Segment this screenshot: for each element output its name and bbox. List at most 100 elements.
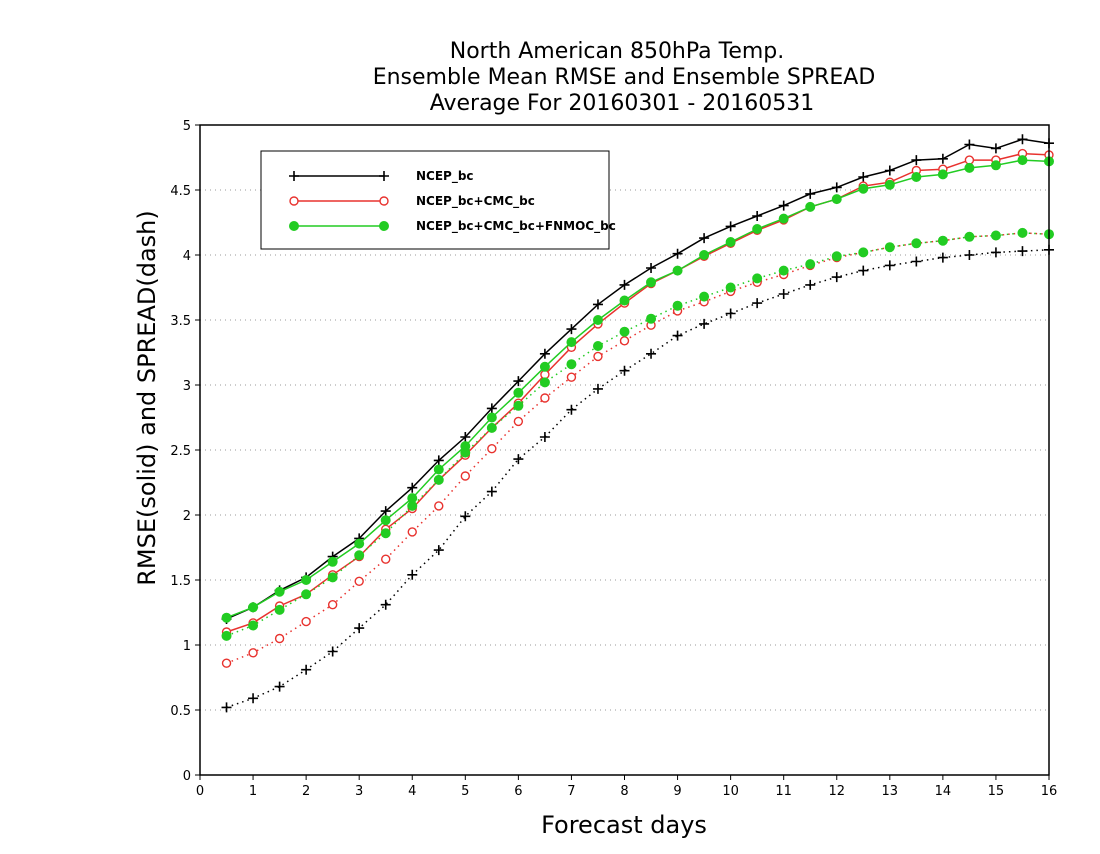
ncep-cmc-fnmoc-rmse-point (354, 538, 365, 549)
ncep-cmc-fnmoc-rmse-point (592, 315, 603, 325)
ncep-bc-spread-point (964, 250, 975, 260)
ncep-cmc-fnmoc-rmse-point (327, 556, 338, 567)
ncep-cmc-fnmoc-spread-point (248, 620, 259, 631)
legend-marker-ncep-cmc (379, 196, 389, 206)
legend-marker-ncep-bc (289, 171, 299, 181)
y-tick-label: 0.5 (170, 704, 191, 719)
ncep-bc-rmse-point (407, 482, 418, 493)
ncep-cmc-fnmoc-spread-point (911, 238, 922, 249)
ncep-cmc-spread-point (513, 416, 524, 427)
x-tick-label: 5 (461, 784, 469, 799)
ncep-cmc-fnmoc-spread-point (646, 313, 657, 324)
ncep-bc-spread-point (566, 404, 577, 415)
ncep-cmc-fnmoc-spread-point (274, 604, 285, 615)
ncep-bc-spread-point (513, 454, 524, 465)
ncep-bc-rmse-point (460, 432, 471, 442)
ncep-cmc-fnmoc-spread-point (1017, 227, 1028, 238)
ncep-bc-rmse-point (725, 221, 736, 232)
ncep-bc-rmse-point (539, 348, 550, 359)
ncep-bc-spread-point (221, 702, 232, 713)
y-tick-label: 5 (183, 119, 191, 134)
ncep-bc-spread-point (274, 681, 285, 692)
ncep-cmc-fnmoc-rmse-point (964, 162, 975, 173)
legend-label-ncep-cmc: NCEP_bc+CMC_bc (416, 194, 535, 209)
ncep-bc-rmse-point (964, 139, 975, 150)
x-tick-label: 0 (196, 784, 204, 799)
ncep-cmc-fnmoc-spread-point (805, 259, 816, 270)
x-tick-label: 16 (1041, 784, 1058, 799)
ncep-bc-spread-point (1017, 246, 1028, 257)
ncep-cmc-fnmoc-spread-point (433, 474, 444, 485)
ncep-cmc-fnmoc-spread-point (752, 273, 763, 284)
ncep-bc-rmse-point (752, 211, 763, 221)
ncep-bc-spread-point (539, 432, 550, 442)
ncep-cmc-fnmoc-spread-point (221, 630, 232, 641)
ncep-cmc-fnmoc-spread-point (513, 400, 524, 411)
ncep-bc-rmse-point (433, 455, 444, 466)
y-tick-label: 4.5 (170, 184, 191, 199)
axes: 00.511.522.533.544.550 1 2 3 4 5 6 7 8 9 10 11 12 13 1… (170, 119, 1057, 799)
ncep-bc-rmse-point (646, 263, 657, 273)
y-tick-label: 2.5 (170, 444, 191, 459)
y-tick-label: 3 (183, 379, 191, 394)
ncep-cmc-fnmoc-rmse-point (937, 169, 948, 180)
ncep-bc-rmse-point (672, 248, 683, 259)
ncep-bc-rmse-point (699, 233, 710, 244)
ncep-bc-spread-point (327, 646, 338, 657)
ncep-cmc-fnmoc-spread-point (990, 230, 1001, 241)
ncep-cmc-fnmoc-rmse-point (221, 612, 232, 623)
ncep-cmc-fnmoc-rmse-point (301, 575, 312, 585)
ncep-cmc-fnmoc-spread-point (592, 341, 603, 351)
ncep-cmc-spread-point (274, 633, 285, 644)
ncep-cmc-fnmoc-spread-point (672, 300, 683, 311)
ncep-cmc-spread-point (434, 501, 444, 511)
ncep-cmc-spread-point (619, 336, 630, 346)
ncep-bc-rmse-point (937, 153, 948, 164)
ncep-cmc-spread-point (248, 648, 258, 658)
ncep-cmc-spread-point (487, 444, 497, 454)
ncep-cmc-fnmoc-rmse-point (646, 277, 657, 288)
ncep-cmc-fnmoc-rmse-point (248, 602, 259, 613)
ncep-bc-rmse-point (884, 165, 895, 176)
ncep-cmc-fnmoc-rmse-point (566, 337, 577, 348)
ncep-cmc-fnmoc-spread-point (831, 251, 842, 262)
ncep-cmc-spread-point (301, 616, 311, 627)
ncep-cmc-fnmoc-rmse-point (831, 194, 842, 205)
x-tick-label: 7 (567, 784, 575, 799)
ncep-cmc-fnmoc-rmse-point (725, 237, 736, 247)
ncep-cmc-fnmoc-rmse-point (672, 265, 683, 276)
ncep-cmc-fnmoc-rmse-point (884, 179, 895, 190)
ncep-bc-rmse-point (778, 200, 789, 211)
ncep-bc-rmse-point (380, 506, 391, 517)
x-tick-label: 6 (514, 784, 522, 799)
ncep-cmc-spread-point (460, 471, 471, 481)
legend-label-ncep-bc: NCEP_bc (416, 169, 474, 184)
title-line-1: North American 850hPa Temp. (450, 39, 785, 64)
ncep-cmc-fnmoc-spread-point (858, 247, 869, 258)
ncep-cmc-spread-point (540, 393, 550, 403)
ncep-bc-rmse-point (858, 172, 869, 182)
x-tick-label: 12 (828, 784, 845, 799)
ncep-cmc-spread-point (221, 658, 232, 668)
ncep-bc-spread-point (433, 545, 444, 556)
ncep-bc-rmse-point (592, 299, 603, 310)
ncep-bc-spread-point (911, 256, 922, 267)
ncep-bc-rmse-point (911, 155, 922, 166)
ncep-cmc-fnmoc-rmse-point (911, 172, 922, 182)
series-layer (221, 134, 1054, 713)
ncep-bc-spread-point (301, 664, 312, 675)
ncep-cmc-fnmoc-rmse-point (433, 464, 444, 475)
x-tick-label: 2 (302, 784, 310, 799)
ncep-bc-spread-point (884, 260, 895, 271)
ncep-bc-spread-point (619, 365, 630, 376)
ncep-cmc-fnmoc-spread-point (937, 235, 948, 246)
ncep-bc-rmse-point (805, 188, 816, 199)
ncep-bc-spread-point (646, 348, 657, 359)
legend-marker-ncep-cmc-fnmoc (379, 221, 389, 231)
ncep-bc-spread-point (486, 486, 497, 497)
y-tick-label: 1.5 (170, 574, 191, 589)
ncep-cmc-fnmoc-rmse-point (1017, 155, 1028, 166)
grid-lines (200, 189, 1049, 711)
ncep-cmc-fnmoc-rmse-point (619, 295, 630, 306)
